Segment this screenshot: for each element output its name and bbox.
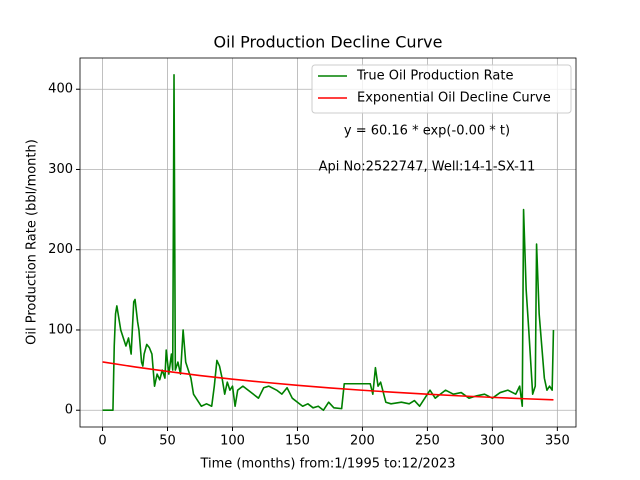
x-tick-label: 50	[159, 434, 176, 449]
y-tick-label: 0	[65, 403, 73, 418]
x-tick-label: 300	[480, 434, 505, 449]
chart-title: Oil Production Decline Curve	[214, 33, 443, 52]
plot-area: 0 50 100 150 200 250 300 350 0 100 200 300 400 True O…	[48, 57, 577, 449]
y-tick-label: 200	[48, 242, 73, 257]
annotation: y = 60.16 * exp(-0.00 * t)	[344, 124, 510, 139]
y-axis-label: Oil Production Rate (bbl/month)	[25, 139, 40, 345]
y-tick-label: 300	[48, 162, 73, 177]
x-tick-label: 350	[545, 434, 570, 449]
series-line	[102, 73, 555, 412]
x-tick-label: 200	[350, 434, 375, 449]
y-tick-label: 100	[48, 322, 73, 337]
x-tick-label: 150	[285, 434, 310, 449]
x-axis-label: Time (months) from:1/1995 to:12/2023	[199, 457, 455, 472]
series-line	[102, 361, 554, 401]
x-tick-label: 250	[415, 434, 440, 449]
legend-label: Exponential Oil Decline Curve	[357, 91, 551, 106]
annotation: Api No:2522747, Well:14-1-SX-11	[319, 160, 536, 175]
x-tick-label: 100	[220, 434, 245, 449]
legend-box	[311, 64, 572, 114]
legend-label: True Oil Production Rate	[356, 69, 513, 84]
axes-frame	[79, 57, 577, 428]
y-tick-label: 400	[48, 82, 73, 97]
x-tick-label: 0	[98, 434, 106, 449]
